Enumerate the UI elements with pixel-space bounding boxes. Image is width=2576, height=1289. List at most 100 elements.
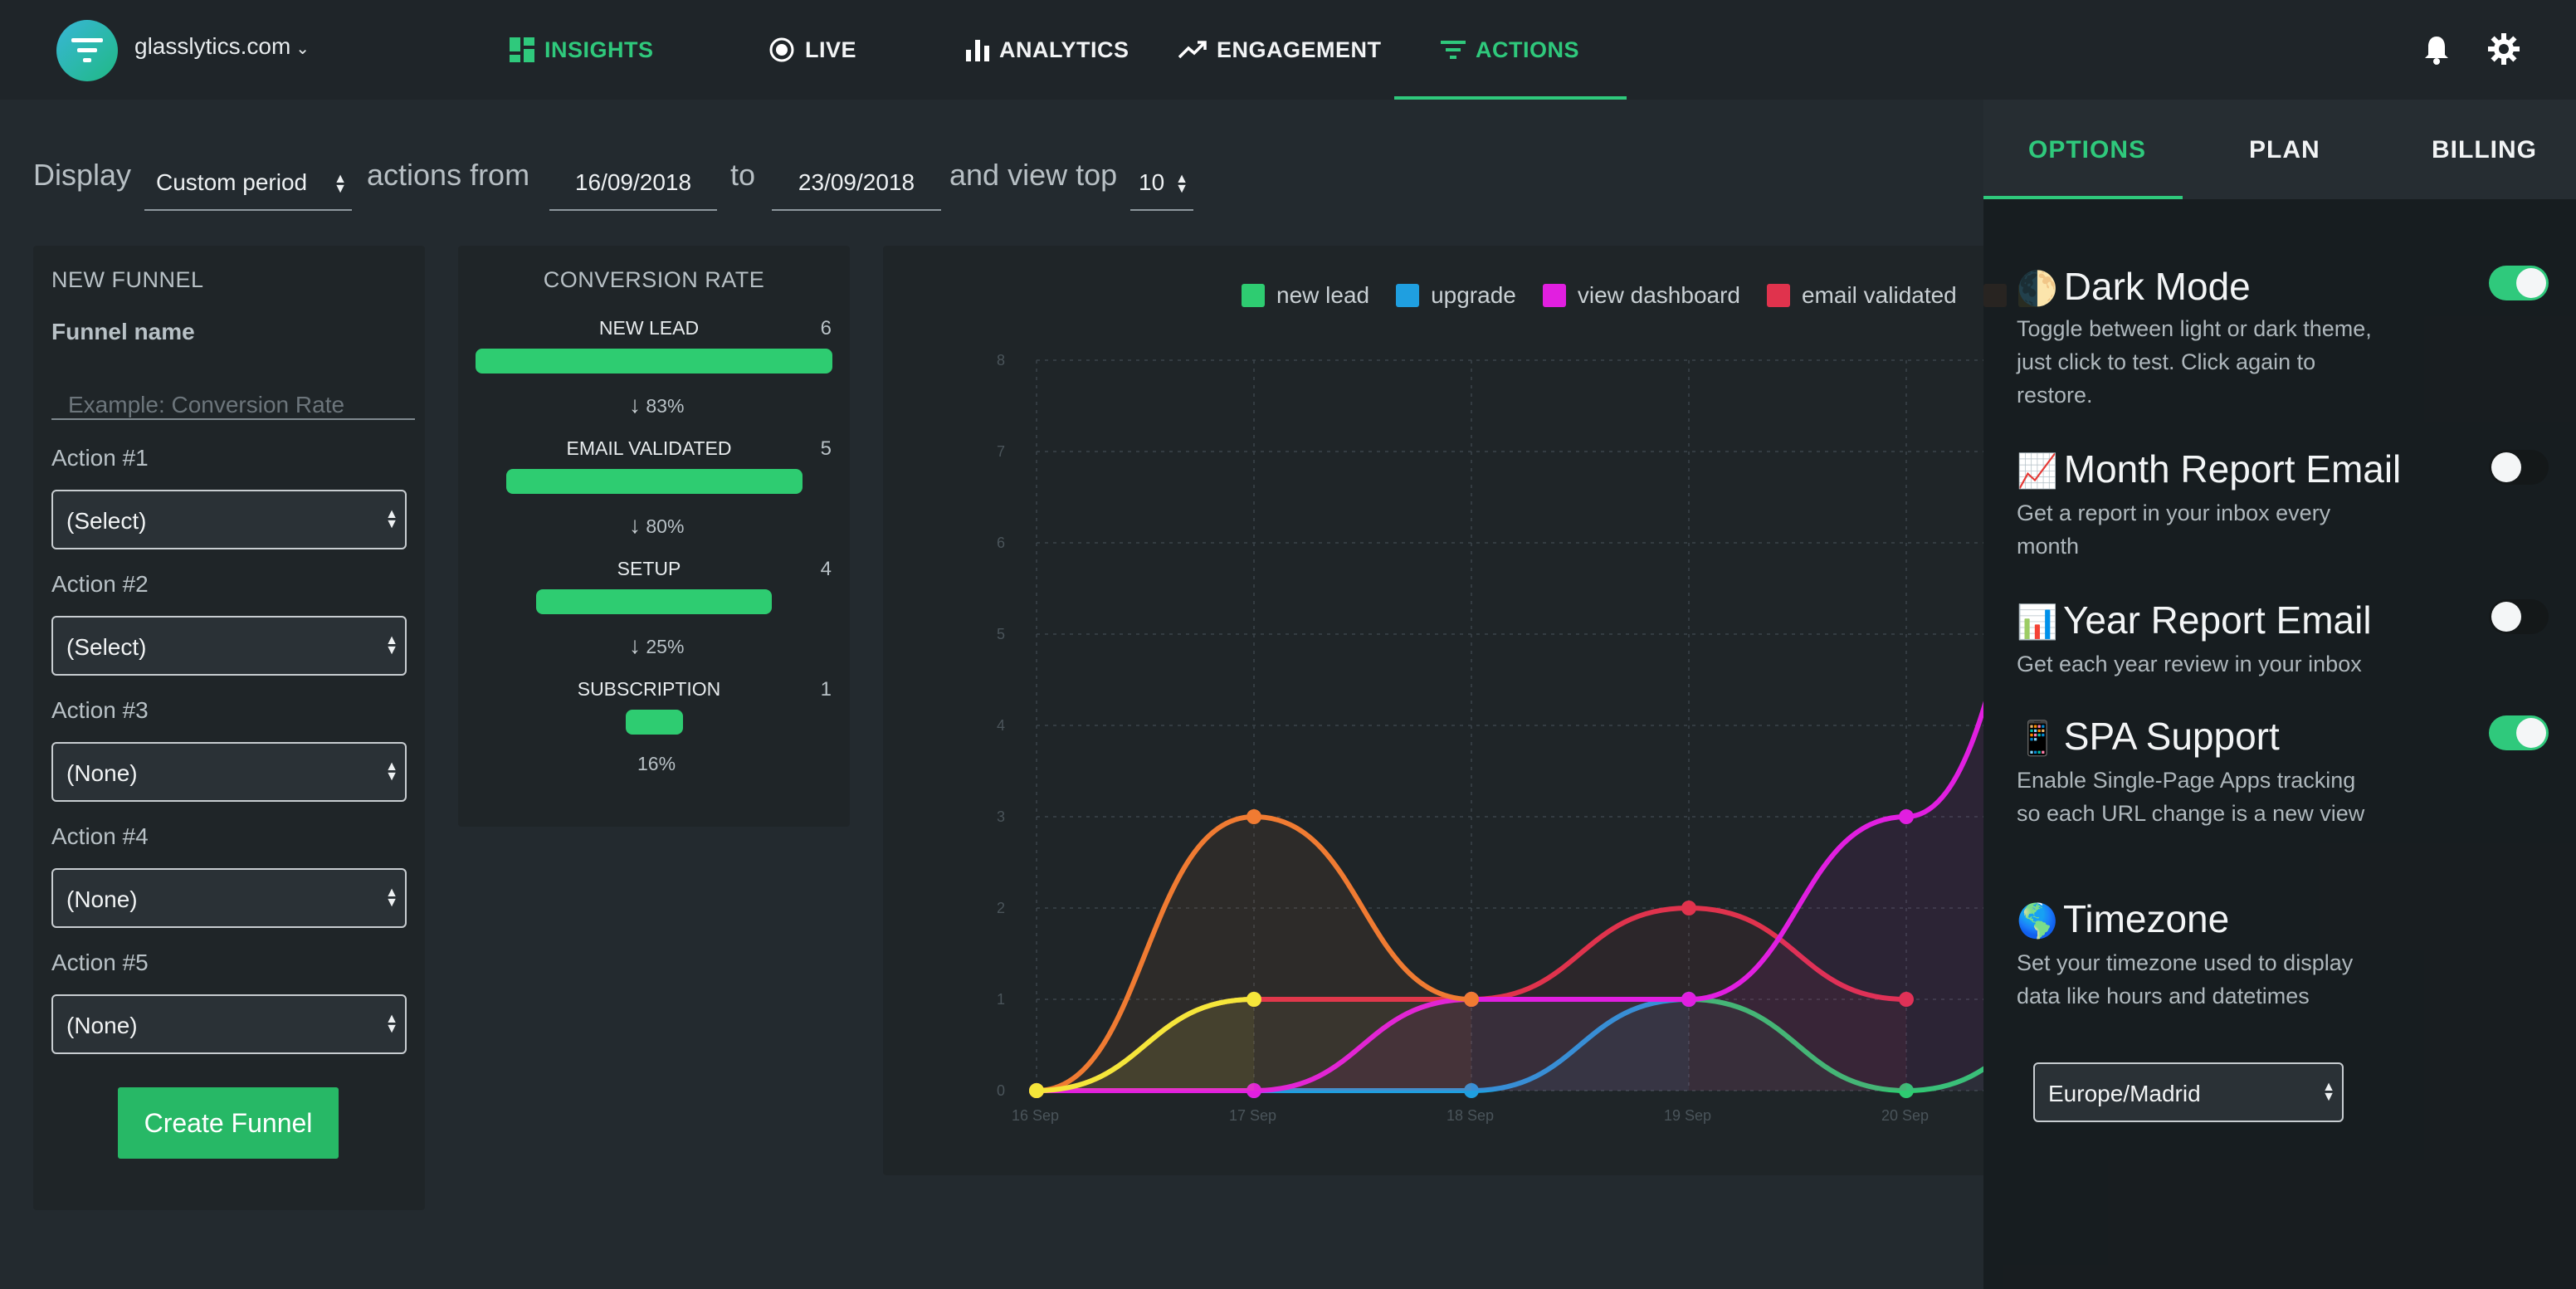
action-1-value: (Select): [66, 508, 147, 534]
action-3-select[interactable]: (None) ▲ ▼: [51, 742, 407, 802]
funnel-step-rate: ↓ 80%: [629, 512, 685, 538]
tab-options[interactable]: OPTIONS: [2028, 136, 2147, 164]
legend-label[interactable]: upgrade: [1431, 282, 1516, 308]
series-area: [1037, 998, 1983, 1091]
nav-live[interactable]: LIVE: [768, 0, 856, 100]
funnel-step-bar: [625, 710, 683, 735]
x-tick-label: 19 Sep: [1664, 1107, 1711, 1124]
y-tick-label: 8: [997, 352, 1005, 369]
funnel-name-input[interactable]: Example: Conversion Rate: [51, 370, 415, 420]
x-tick-label: 18 Sep: [1447, 1107, 1494, 1124]
nav-engagement[interactable]: ENGAGEMENT: [1178, 0, 1382, 100]
data-point: [1899, 809, 1914, 824]
action-5-select[interactable]: (None) ▲ ▼: [51, 994, 407, 1054]
funnel-step-name: SETUP: [617, 558, 681, 579]
month-report-toggle[interactable]: [2489, 450, 2549, 485]
select-arrows-icon: ▲ ▼: [385, 759, 398, 784]
globe-icon: 🌎: [2017, 903, 2058, 940]
funnel-step-bar: [505, 469, 803, 494]
chart-up-icon: 📈: [2017, 453, 2058, 490]
nav-actions[interactable]: ACTIONS: [1441, 0, 1579, 100]
top-n-select[interactable]: 10 ▲ ▼: [1130, 156, 1193, 211]
toggle-knob: [2491, 602, 2521, 632]
action-4-select[interactable]: (None) ▲ ▼: [51, 868, 407, 928]
to-date-input[interactable]: 23/09/2018: [772, 156, 941, 211]
series-area: [1037, 999, 1689, 1091]
funnel-name-label: Funnel name: [51, 319, 195, 344]
data-point: [1247, 809, 1261, 824]
nav-insights[interactable]: INSIGHTS: [510, 0, 654, 100]
legend-swatch[interactable]: [1396, 284, 1420, 307]
legend-label[interactable]: new lead: [1276, 282, 1370, 308]
tab-plan[interactable]: PLAN: [2249, 136, 2320, 164]
arrow-down-icon: ↓: [629, 512, 641, 538]
series-line: [1036, 997, 1255, 1093]
y-tick-label: 0: [997, 1082, 1005, 1099]
dark-mode-toggle[interactable]: [2489, 266, 2549, 300]
legend-label[interactable]: email validated: [1801, 282, 1957, 308]
data-point: [1464, 992, 1479, 1007]
nav-insights-label: INSIGHTS: [544, 37, 654, 62]
toggle-knob: [2491, 452, 2521, 482]
y-tick-label: 6: [997, 535, 1005, 551]
bar-chart-icon: [966, 40, 989, 61]
timezone-title: Timezone: [2062, 897, 2230, 940]
nav-actions-label: ACTIONS: [1476, 37, 1579, 62]
series-area: [1037, 709, 1983, 1091]
action-2-select[interactable]: (Select) ▲ ▼: [51, 616, 407, 676]
logo[interactable]: [56, 20, 118, 81]
action-1-label: Action #1: [51, 445, 149, 471]
gear-icon[interactable]: [2488, 33, 2520, 65]
from-date-input[interactable]: 16/09/2018: [549, 156, 717, 211]
timezone-select[interactable]: Europe/Madrid ▲ ▼: [2033, 1062, 2344, 1122]
select-arrows-icon: ▲ ▼: [385, 886, 398, 910]
action-3-value: (None): [66, 760, 138, 786]
trending-up-icon: [1178, 41, 1207, 59]
select-arrows-icon: ▲ ▼: [334, 172, 347, 196]
spa-support-toggle[interactable]: [2489, 715, 2549, 750]
bell-icon[interactable]: [2423, 35, 2450, 65]
funnel-step-bar: [536, 589, 772, 614]
nav-engagement-label: ENGAGEMENT: [1217, 37, 1382, 62]
year-report-toggle[interactable]: [2489, 599, 2549, 634]
from-date-value: 16/09/2018: [574, 169, 692, 195]
month-report-desc: Get a report in your inbox every month: [2017, 500, 2331, 559]
action-3-label: Action #3: [51, 697, 149, 723]
funnel-step-name: SUBSCRIPTION: [577, 678, 721, 700]
data-point: [1681, 992, 1696, 1007]
y-tick-label: 2: [997, 900, 1005, 916]
bar-chart-emoji-icon: 📊: [2017, 604, 2058, 641]
option-year-report-title: 📊 Year Report Email: [2017, 598, 2372, 642]
x-tick-label: 17 Sep: [1229, 1107, 1276, 1124]
funnel-step-count: 6: [820, 317, 832, 339]
toggle-knob: [2516, 268, 2546, 298]
nav-analytics-label: ANALYTICS: [999, 37, 1129, 62]
x-tick-label: 20 Sep: [1881, 1107, 1929, 1124]
filter-list-icon: [1441, 41, 1466, 59]
action-1-select[interactable]: (Select) ▲ ▼: [51, 490, 407, 549]
mobile-phone-icon: 📱: [2017, 720, 2058, 757]
dashboard-icon: [510, 37, 534, 62]
funnel-step-rate: ↓ 25%: [629, 632, 685, 658]
period-value: Custom period: [156, 169, 308, 195]
y-tick-label: 1: [997, 991, 1005, 1008]
to-date-value: 23/09/2018: [798, 169, 915, 195]
legend-swatch[interactable]: [1542, 284, 1566, 307]
site-selector[interactable]: glasslytics.com ⌄: [134, 33, 310, 60]
nav-live-label: LIVE: [805, 37, 857, 62]
tab-billing[interactable]: BILLING: [2432, 136, 2537, 164]
data-point: [1247, 992, 1261, 1007]
nav-analytics[interactable]: ANALYTICS: [966, 0, 1129, 100]
toggle-knob: [2516, 718, 2546, 748]
conversion-rate-card: CONVERSION RATE NEW LEAD 6 ↓ 83% EMAIL VALI…: [458, 246, 850, 827]
action-5-value: (None): [66, 1013, 138, 1038]
legend-label[interactable]: view dashboard: [1577, 282, 1740, 308]
actions-chart-card: [883, 246, 2012, 1175]
year-report-desc: Get each year review in your inbox: [2017, 652, 2362, 676]
period-select[interactable]: Custom period ▲ ▼: [144, 156, 352, 211]
y-tick-label: 7: [997, 443, 1005, 460]
create-funnel-button[interactable]: Create Funnel: [118, 1087, 339, 1159]
data-point: [1029, 1083, 1044, 1098]
legend-swatch[interactable]: [1766, 284, 1790, 307]
legend-swatch[interactable]: [1242, 284, 1265, 307]
